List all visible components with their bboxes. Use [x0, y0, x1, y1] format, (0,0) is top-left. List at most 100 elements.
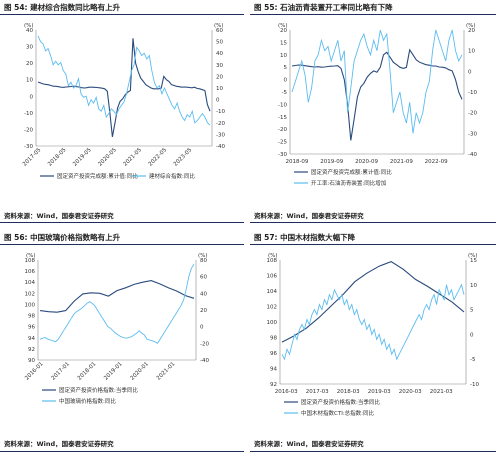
left-tick-label: 100	[25, 302, 36, 308]
chart-title: 图 56: 中国玻璃价格指数略有上升	[4, 233, 121, 242]
chart-svg: (%) (%) 90 92 94 96 98 100 102 104 106 108 -40 -20 0 20…	[24, 253, 209, 405]
left-tick-label: 98	[28, 314, 35, 320]
legend-label: 中国玻璃价格指数:同比	[59, 397, 116, 405]
right-tick-label: 20	[216, 74, 223, 80]
right-tick-label: 50	[216, 40, 223, 46]
chart-panel-56: 图 56: 中国玻璃价格指数略有上升 (%) (%) 90 92 94 96 98 100 10…	[0, 230, 248, 457]
x-tick-label: 2017-01	[51, 361, 71, 381]
left-tick-label: 108	[25, 258, 36, 264]
left-tick-label: 0	[284, 78, 288, 84]
right-tick-label: 10	[216, 86, 223, 92]
right-tick-label: -20	[200, 341, 209, 347]
series-line-1	[291, 48, 463, 141]
right-tick-label: 0	[200, 325, 204, 331]
left-tick-label: -20	[278, 127, 287, 133]
right-tick-label: 60	[216, 28, 223, 34]
x-tick-label: 2023-05	[173, 147, 194, 168]
chart-title: 图 55: 石油沥青装置开工率同比略有下降	[254, 3, 393, 12]
right-tick-label: -10	[216, 109, 225, 115]
legend-label: 中国木材指数CTI:总指数:同比	[301, 409, 375, 417]
right-tick-label: -40	[200, 358, 209, 364]
right-tick-label: 40	[216, 51, 223, 57]
x-tick-label: 2020-01	[130, 361, 150, 381]
left-tick-label: 100	[267, 320, 278, 326]
left-tick-label: 108	[267, 258, 278, 264]
right-tick-label: -5	[470, 357, 476, 363]
right-tick-label: -10	[468, 90, 477, 96]
title-rule	[250, 14, 496, 15]
right-tick-label: 30	[216, 63, 223, 69]
left-tick-label: -20	[24, 127, 33, 133]
left-tick-label: 40	[26, 28, 33, 34]
right-tick-label: 0	[216, 98, 220, 104]
x-tick-label: 2021-03	[430, 389, 453, 395]
left-tick-label: -30	[24, 144, 33, 150]
x-tick-label: 2021-05	[123, 147, 144, 168]
left-tick-label: -30	[278, 152, 287, 158]
left-tick-label: 96	[270, 351, 277, 357]
left-tick-label: 104	[267, 289, 278, 295]
left-tick-label: 96	[28, 325, 35, 331]
chart-svg: (%) (%) 92 94 96 98 100 102 104 106 108 -10 -5 0 5 10 15…	[267, 253, 480, 417]
x-tick-label: 2020-03	[399, 389, 422, 395]
source-note: 资料来源：Wind，国泰君安证券研究	[4, 212, 114, 220]
right-axis-unit: (%)	[198, 253, 208, 259]
x-tick-label: 2018-09	[285, 159, 308, 165]
left-tick-label: 94	[270, 367, 277, 373]
x-tick-label: 2021-01	[156, 361, 176, 381]
right-tick-label: 15	[470, 258, 477, 264]
right-tick-label: 40	[200, 291, 207, 297]
right-tick-label: -10	[470, 382, 479, 388]
left-tick-label: 10	[26, 78, 33, 84]
left-tick-label: 106	[25, 269, 36, 275]
left-axis-unit: (%)	[268, 253, 278, 259]
x-tick-label: 2018-01	[77, 361, 97, 381]
x-tick-label: 2019-09	[320, 159, 343, 165]
series-line-2	[281, 283, 465, 361]
right-axis-unit: (%)	[466, 23, 476, 29]
series-line-2	[37, 35, 211, 126]
right-tick-label: -40	[216, 144, 225, 150]
left-tick-label: 98	[270, 336, 277, 342]
right-tick-label: 10	[470, 283, 477, 289]
x-tick-label: 2018-03	[337, 389, 360, 395]
left-tick-label: 90	[28, 358, 35, 364]
right-tick-label: 80	[200, 258, 207, 264]
left-tick-label: 30	[26, 45, 33, 51]
series-line-1	[39, 280, 195, 313]
x-tick-label: 2022-05	[148, 147, 169, 168]
x-tick-label: 2019-05	[72, 147, 93, 168]
right-tick-label: -20	[216, 121, 225, 127]
x-tick-label: 2017-03	[306, 389, 329, 395]
left-tick-label: 102	[25, 291, 36, 297]
right-tick-label: -30	[468, 131, 477, 137]
bottom-rule	[250, 222, 496, 223]
x-tick-label: 2020-09	[355, 159, 378, 165]
left-tick-label: 20	[26, 61, 33, 67]
bottom-rule	[0, 222, 244, 223]
right-tick-label: 10	[468, 49, 475, 55]
title-rule	[0, 14, 244, 15]
right-axis-unit: (%)	[468, 253, 478, 259]
chart-panel-57: 图 57: 中国木材指数大幅下降 (%) (%) 92 94 96 98 100 102 104…	[250, 230, 500, 457]
legend-label: 固定资产投资完成额:累计值:同比	[311, 168, 392, 176]
left-tick-label: 94	[28, 336, 35, 342]
left-tick-label: -10	[24, 111, 33, 117]
left-axis-unit: (%)	[278, 23, 288, 29]
left-tick-label: 10	[280, 53, 287, 59]
chart-panel-54: 图 54: 建材综合指数同比略有上升 (%) (%) -30 -20 -10 0 10 20 3…	[0, 0, 248, 228]
x-tick-label: 2020-05	[97, 147, 118, 168]
left-tick-label: 104	[25, 280, 36, 286]
right-tick-label: 20	[468, 28, 475, 34]
title-rule	[0, 244, 244, 245]
left-tick-label: -25	[278, 140, 287, 146]
source-note: 资料来源：Wind，国泰君安证券研究	[254, 440, 364, 448]
chart-panel-55: 图 55: 石油沥青装置开工率同比略有下降 (%) (%) -30 -25 -20 -15…	[250, 0, 500, 228]
x-tick-label: 2019-03	[368, 389, 391, 395]
x-tick-label: 2021-09	[390, 159, 413, 165]
chart-title: 图 57: 中国木材指数大幅下降	[254, 233, 356, 242]
left-tick-label: 20	[280, 28, 287, 34]
x-tick-label: 2016-03	[275, 389, 298, 395]
series-line-1	[37, 38, 211, 137]
left-tick-label: 5	[284, 65, 288, 71]
